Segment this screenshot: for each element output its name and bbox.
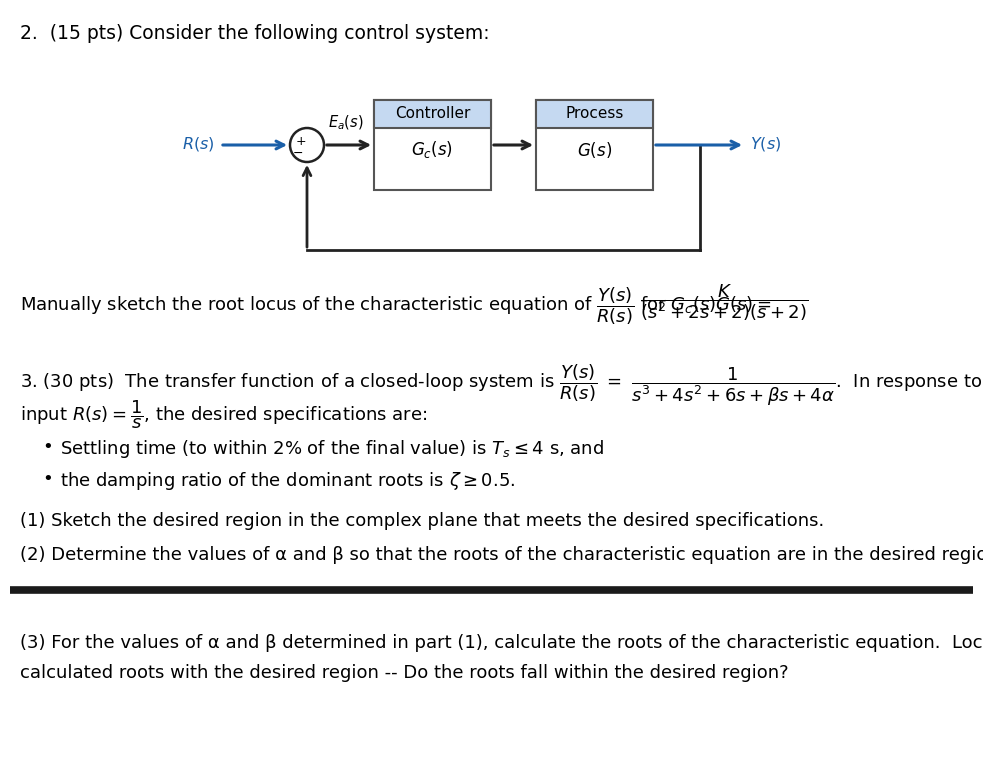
Text: +: + [296, 135, 307, 148]
Text: (3) For the values of α and β determined in part (1), calculate the roots of the: (3) For the values of α and β determined… [20, 634, 983, 652]
Text: Manually sketch the root locus of the characteristic equation of $\dfrac{Y(s)}{R: Manually sketch the root locus of the ch… [20, 285, 772, 327]
Text: Controller: Controller [395, 106, 470, 121]
Text: input $R(s) = \dfrac{1}{s}$, the desired specifications are:: input $R(s) = \dfrac{1}{s}$, the desired… [20, 398, 427, 431]
Text: $G_c(s)$: $G_c(s)$ [412, 139, 453, 160]
Text: 2.  (15 pts) Consider the following control system:: 2. (15 pts) Consider the following contr… [20, 24, 490, 43]
Text: the damping ratio of the dominant roots is $\zeta \geq 0.5$.: the damping ratio of the dominant roots … [60, 470, 515, 492]
Text: Settling time (to within 2% of the final value) is $T_s \leq 4$ s, and: Settling time (to within 2% of the final… [60, 438, 605, 460]
FancyBboxPatch shape [374, 100, 491, 128]
Text: $E_a(s)$: $E_a(s)$ [328, 113, 364, 132]
Text: −: − [293, 147, 304, 160]
Text: (1) Sketch the desired region in the complex plane that meets the desired specif: (1) Sketch the desired region in the com… [20, 512, 825, 530]
FancyBboxPatch shape [374, 100, 491, 190]
FancyBboxPatch shape [536, 100, 653, 128]
Text: •: • [42, 470, 53, 488]
FancyBboxPatch shape [536, 100, 653, 190]
Text: $G(s)$: $G(s)$ [577, 140, 612, 160]
Text: calculated roots with the desired region -- Do the roots fall within the desired: calculated roots with the desired region… [20, 664, 788, 682]
Text: $\dfrac{K}{(s^2+2s+2)(s+2)}$: $\dfrac{K}{(s^2+2s+2)(s+2)}$ [640, 282, 808, 323]
Text: $R(s)$: $R(s)$ [183, 135, 215, 153]
Text: $Y(s)$: $Y(s)$ [750, 135, 781, 153]
Text: 3. (30 pts)  The transfer function of a closed-loop system is $\dfrac{Y(s)}{R(s): 3. (30 pts) The transfer function of a c… [20, 362, 983, 407]
Text: •: • [42, 438, 53, 456]
Text: Process: Process [565, 106, 623, 121]
Text: (2) Determine the values of α and β so that the roots of the characteristic equa: (2) Determine the values of α and β so t… [20, 546, 983, 564]
